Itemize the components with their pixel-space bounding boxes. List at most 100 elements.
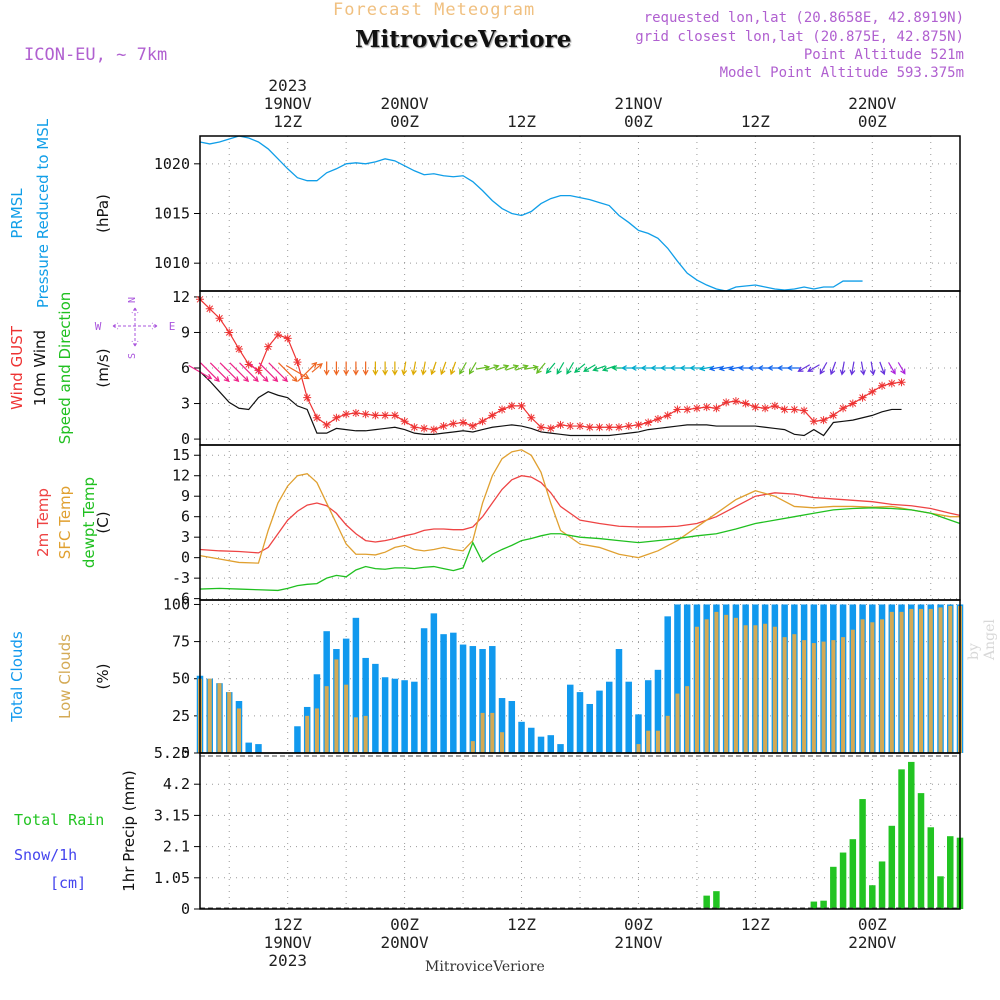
total-cloud-bar [508,701,516,753]
gust-marker [897,378,906,387]
total-cloud-bar [391,678,399,753]
top-time-label: 00Z [390,112,419,131]
total-cloud-bar [528,727,535,753]
total-cloud-bar [401,680,408,753]
wind-direction-arrow [819,362,828,375]
panel-frame [199,444,961,601]
low-cloud-bar [227,692,232,753]
gust-marker [683,405,692,414]
low-cloud-bar [334,659,339,753]
top-time-label: 20NOV [381,94,430,113]
gust-marker [878,381,887,390]
panel-clouds [194,599,964,754]
y-tick-label: 9 [181,323,190,341]
wind-direction-arrow [524,364,539,371]
gust-marker [780,405,789,414]
y-tick-label: 1020 [154,155,190,173]
low-cloud-bar [928,608,933,753]
gust-marker [517,401,526,410]
gust-marker [264,342,273,351]
total-cloud-bar [644,680,652,753]
gust-marker [429,425,438,434]
series-line-dewpt [199,507,961,592]
low-cloud-bar [675,693,680,753]
gust-marker [576,422,584,431]
wind-direction-arrow [839,361,846,376]
total-cloud-bar [557,744,564,753]
panel-frame [199,752,961,910]
gust-marker [420,424,429,433]
top-time-label: 22NOV [848,94,897,113]
panel-unit: (hPa) [94,194,112,233]
gust-marker [722,398,731,407]
gust-marker [537,423,546,432]
gust-marker [205,304,214,313]
gust-marker [215,314,224,323]
gust-marker [254,366,263,375]
panel-label: Wind GUST [8,325,26,410]
wind-direction-arrow [352,361,359,376]
wind-direction-arrow [505,364,520,371]
low-cloud-bar [841,637,846,753]
gust-marker [839,404,848,413]
low-cloud-bar [207,678,212,753]
y-tick-label: 3.15 [154,806,190,824]
y-tick-label: 15 [172,446,190,464]
wind-direction-arrow [372,361,379,376]
gust-marker [371,411,380,420]
low-cloud-bar [344,684,349,753]
total-cloud-bar [683,604,691,753]
low-cloud-bar [870,622,875,753]
y-tick-label: 12 [172,467,190,485]
total-cloud-bar [576,692,584,753]
panel-label: 2m Temp [34,488,52,557]
gust-marker [488,411,497,420]
y-tick-label: 1010 [154,254,190,272]
top-time-label: 12Z [741,112,770,131]
gust-marker [283,334,292,343]
rain-bar [869,885,876,909]
gust-marker [761,404,770,413]
y-tick-label: 100 [163,595,190,613]
low-cloud-bar [217,683,222,753]
point-altitude: Point Altitude 521m [803,47,964,63]
gust-marker [507,401,516,410]
rain-bar [713,891,720,909]
low-cloud-bar [500,732,505,753]
low-cloud-bar [724,614,729,753]
gust-marker [556,420,565,429]
gust-marker [653,414,662,423]
wind-direction-arrow [601,365,616,372]
panel-label: 10m Wind [31,330,49,406]
gust-marker [663,411,672,420]
wind-direction-arrow [219,362,240,383]
rain-bar [878,861,886,909]
panel-label: dewpt Temp [80,477,98,568]
wind-direction-arrow [420,361,427,376]
gust-marker [293,358,302,367]
total-cloud-bar [615,649,623,753]
wind-direction-arrow [343,361,350,376]
low-cloud-bar [733,617,738,753]
panel-precip [194,752,964,910]
wind-direction-arrow [797,364,811,372]
wind-direction-arrow [430,361,437,376]
wind-direction-arrow [459,362,467,375]
total-cloud-bar [352,617,360,753]
wind-direction-arrow [297,361,318,382]
rain-bar [849,839,857,909]
gust-marker [439,422,448,431]
wind-direction-arrow [485,364,500,371]
y-tick-label: 25 [172,707,190,725]
wind-direction-arrow [699,365,714,372]
forecast-title: Forecast Meteogram [333,0,536,20]
low-cloud-bar [353,717,358,753]
bottom-time-label: 00Z [390,915,419,934]
wind-direction-arrow [285,364,310,380]
panel-unit: 1hr Precip (mm) [120,770,138,891]
series-line-temp2m [199,475,961,554]
y-tick-label: 50 [172,670,190,688]
panel-label: PRMSL [8,188,26,239]
low-cloud-bar [324,686,329,753]
